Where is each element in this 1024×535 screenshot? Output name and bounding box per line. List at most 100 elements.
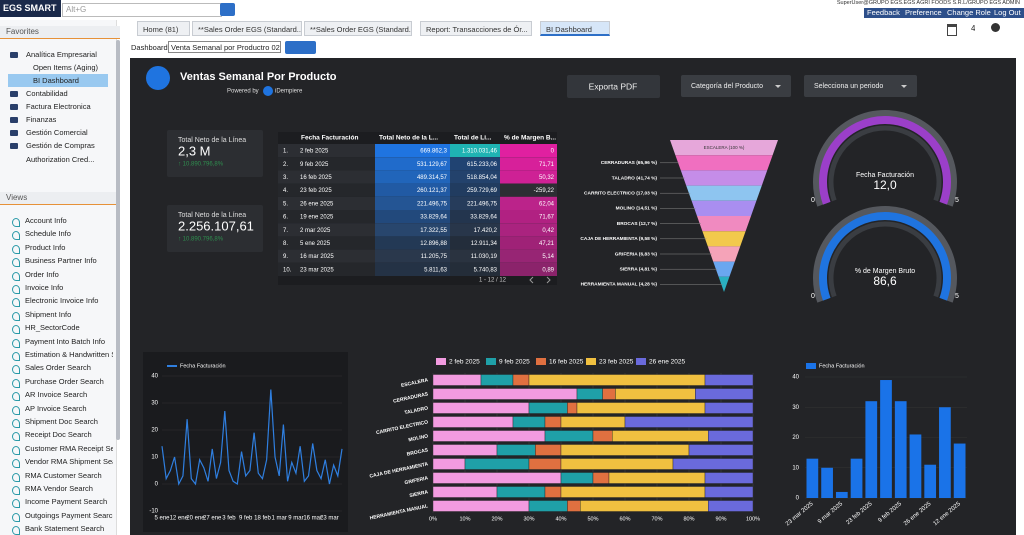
tab[interactable]: **Sales Order EGS (Standard...: [304, 21, 412, 36]
favorite-group[interactable]: Contabilidad: [26, 89, 68, 98]
bar: [850, 458, 863, 498]
x-tick-label: 23 mar: [320, 516, 339, 522]
tab[interactable]: BI Dashboard: [540, 21, 610, 36]
table-cell: 50,32: [539, 175, 555, 181]
table-cell: 62,04: [539, 201, 555, 207]
view-item[interactable]: Bank Statement Search: [25, 524, 105, 534]
favorite-item[interactable]: Authorization Cred...: [26, 155, 95, 164]
filter-dropdown[interactable]: [804, 75, 917, 97]
view-item[interactable]: Estimation & Handwritten S: [25, 350, 113, 359]
top-link[interactable]: Change Role: [944, 8, 994, 18]
search[interactable]: Alt+G: [62, 3, 222, 17]
funnel-label: TALADRO (41,74 %): [612, 175, 658, 181]
favorite-group[interactable]: Gestión de Compras: [26, 141, 95, 150]
filter-dropdown[interactable]: [681, 75, 791, 97]
scrollbar: [116, 40, 120, 440]
y-tick-label: 40: [151, 374, 158, 380]
export-label: Exporta PDF: [589, 81, 638, 91]
view-item[interactable]: Schedule Info: [25, 229, 71, 239]
view-item[interactable]: Customer RMA Receipt Sea: [25, 443, 113, 453]
view-icon: [12, 338, 20, 348]
y-tick-label: -10: [149, 509, 158, 515]
favorite-item[interactable]: BI Dashboard: [33, 76, 79, 85]
y-tick-label: 40: [792, 375, 799, 381]
view-item[interactable]: Account Info: [25, 216, 67, 225]
view-item[interactable]: Vendor RMA Shipment Sea: [25, 457, 113, 467]
view-icon: [12, 311, 20, 321]
bar-segment: [560, 416, 626, 428]
funnel-label: HERRAMIENTA MANUAL (4,28 %): [581, 282, 658, 288]
view-item[interactable]: Purchase Order Search: [25, 376, 104, 386]
top-link[interactable]: Preference: [902, 8, 945, 18]
view-item[interactable]: Electronic Invoice Info: [25, 296, 99, 306]
funnel-label: ESCALERA (100 %): [704, 145, 745, 150]
view-item[interactable]: Shipment Doc Search: [25, 417, 98, 426]
table-row: [278, 249, 557, 263]
x-tick-label: 60%: [619, 516, 630, 522]
favorite-group[interactable]: Gestión Comercial: [26, 128, 88, 137]
funnel-label: BROCAS (12,7 %): [617, 221, 658, 227]
bar-segment: [624, 416, 754, 428]
dashboard-select[interactable]: Venta Semanal por Productro 02: [168, 41, 281, 53]
top-link[interactable]: Feedback: [864, 8, 903, 18]
bar-segment: [608, 472, 706, 484]
bar-segment: [512, 416, 546, 428]
favorite-group[interactable]: Finanzas: [26, 115, 57, 124]
y-tick-label: 30: [792, 405, 799, 411]
table-cell: 531.129,67: [417, 162, 448, 168]
funnel-segment: [697, 216, 751, 232]
tab[interactable]: Home (81): [137, 21, 190, 36]
view-item[interactable]: Invoice Info: [25, 283, 64, 292]
x-tick-label: 0%: [429, 516, 437, 522]
view-item[interactable]: Sales Order Search: [25, 363, 91, 373]
refresh-button[interactable]: [285, 41, 316, 54]
legend-label: 26 ene 2025: [649, 359, 686, 366]
legend-label: 2 feb 2025: [449, 359, 480, 366]
table-cell: 16 mar 2025: [300, 254, 334, 260]
table-cell: 23 mar 2025: [300, 267, 334, 273]
export-button[interactable]: [567, 75, 660, 98]
dropdown-arrow: [775, 85, 781, 88]
table-cell: 8.: [283, 241, 288, 247]
view-item[interactable]: Shipment Info: [25, 309, 72, 319]
tab[interactable]: **Sales Order EGS (Standard...: [192, 21, 302, 36]
table-cell: 0,89: [542, 267, 554, 273]
y-tick-label: ESCALERA: [401, 377, 430, 389]
cell-bg: [500, 144, 557, 158]
view-icon: [12, 472, 20, 482]
gauge-value-label: 12,0: [873, 178, 897, 192]
search-button[interactable]: [220, 3, 235, 16]
view-item[interactable]: RMA Customer Search: [25, 470, 102, 480]
view-item[interactable]: Business Partner Info: [25, 256, 97, 266]
tab[interactable]: Report: Transacciones de Ór...: [420, 21, 532, 36]
view-item[interactable]: HR_SectorCode: [25, 323, 80, 333]
cell-bg: [375, 236, 450, 250]
view-item[interactable]: Payment Into Batch Info: [25, 336, 106, 346]
table-cell: 71,71: [539, 162, 555, 168]
bar-segment: [464, 458, 530, 470]
y-tick-label: 0: [796, 496, 800, 502]
view-item[interactable]: RMA Vendor Search: [25, 484, 93, 493]
view-item[interactable]: Income Payment Search: [25, 497, 108, 507]
top-link[interactable]: Log Out: [991, 8, 1024, 18]
bar-segment: [567, 500, 581, 512]
favorite-group[interactable]: Factura Electronica: [26, 102, 91, 111]
view-icon: [12, 432, 20, 442]
view-item[interactable]: Outgoings Payment Search: [25, 510, 113, 520]
x-tick-label: 1 mar: [272, 516, 287, 522]
view-item[interactable]: Receipt Doc Search: [25, 430, 92, 440]
view-item[interactable]: AR Invoice Search: [25, 390, 88, 400]
favorite-item[interactable]: Open Items (Aging): [33, 63, 99, 72]
view-icon: [12, 325, 20, 335]
gauge-min: 0: [811, 293, 815, 300]
bar-segment: [592, 430, 613, 442]
favorite-group[interactable]: Analítica Empresarial: [26, 50, 97, 59]
cell-bg: [375, 223, 450, 237]
table-cell: -259,22: [534, 188, 555, 194]
bar-segment: [704, 486, 754, 498]
view-item[interactable]: Order Info: [25, 269, 59, 279]
funnel-label: MOLINO (14,51 %): [616, 206, 658, 212]
view-item[interactable]: Product Info: [25, 242, 66, 252]
view-item[interactable]: AP Invoice Search: [25, 403, 87, 413]
